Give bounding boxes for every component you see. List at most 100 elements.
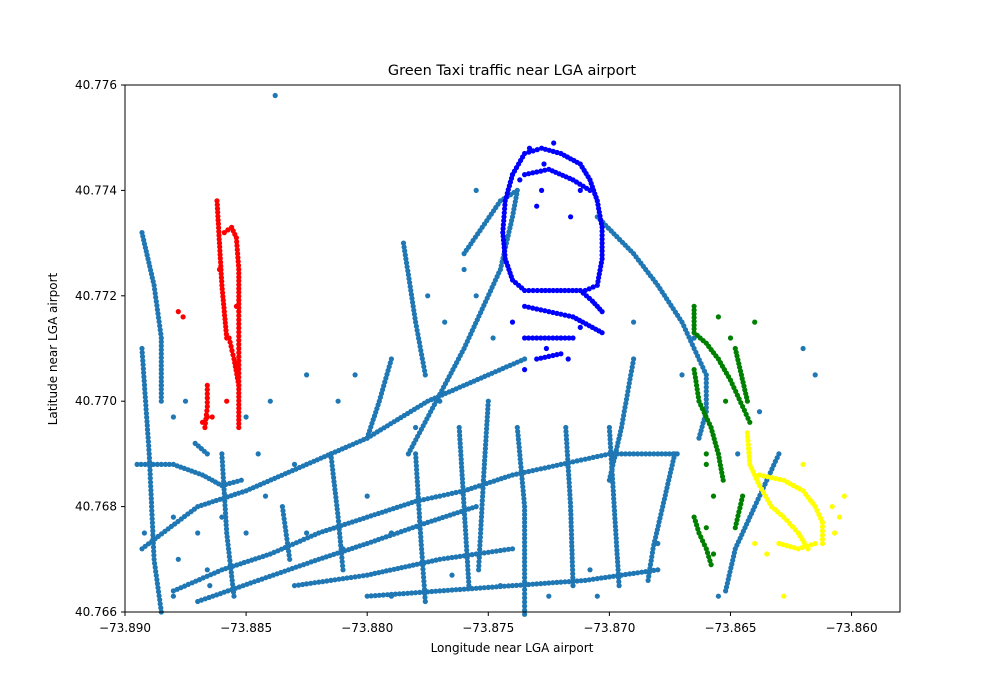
data-point [388,593,394,599]
data-point [158,370,164,377]
data-point [458,448,464,454]
data-point [554,352,560,358]
data-point [148,495,154,502]
axes-frame [124,84,901,613]
data-point [613,535,619,541]
data-point [154,307,160,313]
data-point [287,556,293,562]
data-point [647,565,653,572]
data-point [621,408,627,414]
data-point [745,415,751,421]
data-point [481,585,487,591]
data-point [465,567,471,573]
data-point [437,556,443,562]
data-point [280,512,287,518]
data-point [348,574,354,581]
y-tick-label: 40.774 [75,183,117,197]
data-point [574,458,580,464]
data-point [554,462,560,468]
data-point [372,593,378,599]
data-point [627,451,633,457]
data-point [614,551,620,557]
data-point [400,240,407,246]
data-point [221,479,227,485]
data-point [158,359,164,365]
data-point [647,451,653,457]
data-point [445,587,451,593]
data-point [530,305,536,311]
data-point [816,511,822,518]
data-point [691,367,697,373]
data-point [550,309,556,316]
data-point [328,577,334,584]
data-point [234,478,240,484]
data-point [513,582,520,589]
data-point [703,380,709,386]
data-point [565,460,571,466]
data-point [336,526,342,532]
data-point [416,502,422,508]
data-point [141,378,147,384]
data-point [565,468,572,474]
data-point [141,370,147,376]
data-point [550,148,556,154]
data-point [703,372,709,378]
data-point [147,475,153,481]
data-point [700,538,706,544]
data-point [466,583,472,589]
data-point [602,574,608,581]
data-point [142,386,148,392]
data-point [522,287,528,294]
data-point [743,411,749,417]
data-point [236,266,242,273]
data-point [230,585,236,591]
data-point [701,542,708,548]
data-point [736,509,742,515]
data-point [550,352,556,359]
data-point [158,335,164,341]
data-point [236,417,242,423]
data-point [236,405,242,411]
data-point [800,461,806,467]
data-point [480,493,486,500]
data-point [279,504,285,510]
data-point [502,206,508,212]
data-point [594,282,600,288]
data-point [403,260,410,266]
data-point [564,452,571,458]
data-point [445,555,451,561]
data-point [139,350,145,356]
data-point [522,599,528,605]
data-point [567,488,573,494]
data-point [568,504,574,510]
data-point [490,335,496,341]
data-point [312,580,318,586]
data-point [418,347,424,354]
x-axis: −73.890 −73.885 −73.880 −73.875 −73.870 −73.8… [99,612,878,635]
data-point [457,432,463,439]
data-point [407,280,413,286]
data-point [819,532,826,538]
data-point [158,382,164,388]
data-point [204,567,210,573]
data-point [461,251,467,257]
data-point [653,530,660,537]
data-point [457,436,463,442]
data-point [518,460,524,466]
data-point [566,287,572,294]
data-point [521,496,527,502]
data-point [526,304,532,310]
data-point [611,504,617,510]
data-point [255,451,261,457]
data-point [646,569,652,576]
data-point [522,567,528,573]
data-point [554,579,560,586]
data-point [703,546,709,552]
data-point [462,515,468,522]
data-point [522,603,528,609]
data-point [236,382,242,388]
data-point [413,590,419,596]
data-point [413,455,419,461]
data-point [505,583,512,589]
data-point [243,530,249,536]
